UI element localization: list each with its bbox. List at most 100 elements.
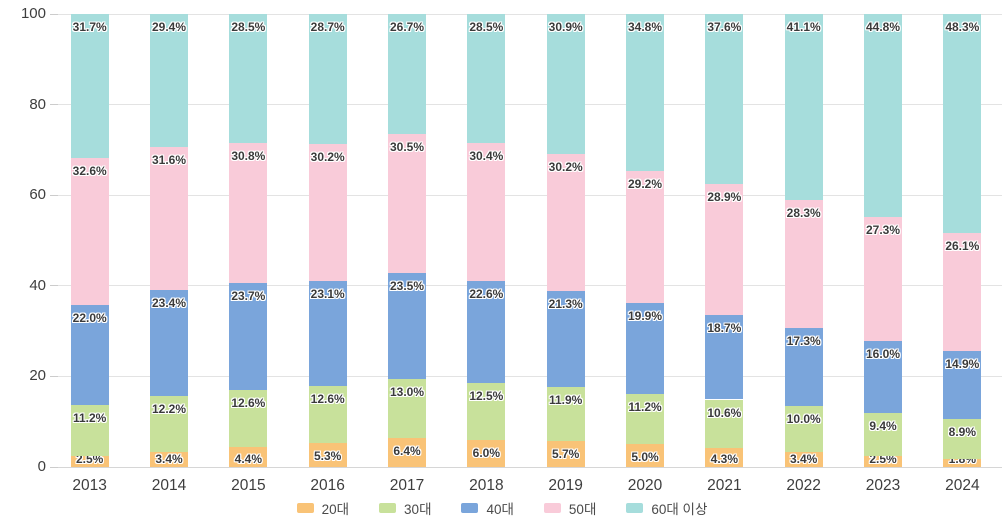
bar-segment[interactable] xyxy=(467,439,506,467)
bar-segment[interactable] xyxy=(864,455,902,467)
gridline xyxy=(58,13,1002,15)
bar-segment[interactable] xyxy=(546,441,585,467)
x-axis-label: 2014 xyxy=(151,477,187,494)
legend: 20대 30대 40대 50대 60대 이상 xyxy=(0,498,1004,518)
bar-segment[interactable] xyxy=(626,171,664,304)
bar-segment[interactable] xyxy=(388,379,426,438)
bar-segment[interactable] xyxy=(467,143,506,281)
bar-segment[interactable] xyxy=(229,447,268,467)
legend-item[interactable]: 30대 xyxy=(379,498,431,518)
bar-segment[interactable] xyxy=(943,351,982,419)
legend-item[interactable]: 60대 이상 xyxy=(626,498,707,518)
bar-segment[interactable] xyxy=(705,183,744,315)
value-label: 29.2% xyxy=(627,177,663,192)
bar-segment[interactable] xyxy=(388,13,426,135)
value-label: 6.4% xyxy=(393,444,421,458)
value-label: 23.7% xyxy=(231,288,266,303)
value-label: 8.9% xyxy=(948,424,977,439)
value-label: 4.3% xyxy=(710,452,739,466)
bar-segment[interactable] xyxy=(864,216,902,341)
bar-segment[interactable] xyxy=(150,451,188,467)
bar-segment[interactable] xyxy=(388,438,426,467)
bar-segment[interactable] xyxy=(229,389,268,448)
legend-label: 20대 xyxy=(321,502,350,517)
bar-segment[interactable] xyxy=(943,418,982,459)
bar-segment[interactable] xyxy=(467,383,506,440)
legend-item[interactable]: 40대 xyxy=(461,498,514,518)
bar-segment[interactable] xyxy=(308,442,347,467)
bar-segment[interactable] xyxy=(784,13,823,200)
bar-segment[interactable] xyxy=(546,153,585,291)
gridline xyxy=(58,466,1002,468)
bar-segment[interactable] xyxy=(864,14,902,217)
bar-segment[interactable] xyxy=(388,134,426,273)
value-label: 11.2% xyxy=(628,399,662,414)
bar-segment[interactable] xyxy=(546,387,585,442)
value-label: 3.4% xyxy=(789,452,818,466)
bar-segment[interactable] xyxy=(943,232,982,352)
value-label: 22.0% xyxy=(72,311,107,326)
bar-segment[interactable] xyxy=(229,282,268,390)
bar-segment[interactable] xyxy=(784,406,823,452)
bar-segment[interactable] xyxy=(70,404,109,456)
gridline xyxy=(58,104,1002,106)
bar-segment[interactable] xyxy=(70,157,109,306)
bar-segment[interactable] xyxy=(150,396,188,452)
value-label: 5.7% xyxy=(551,447,580,462)
value-label: 13.0% xyxy=(389,385,425,400)
bar-segment[interactable] xyxy=(864,340,902,414)
value-label: 23.4% xyxy=(151,296,187,311)
y-axis-tick xyxy=(50,375,58,377)
bar-segment[interactable] xyxy=(705,13,744,184)
bar-segment[interactable] xyxy=(308,14,347,145)
x-axis-label: 2018 xyxy=(469,477,504,494)
value-label: 18.7% xyxy=(707,320,742,335)
bar-segment[interactable] xyxy=(626,393,664,445)
bar-segment[interactable] xyxy=(546,14,585,154)
y-axis-tick-label: 60 xyxy=(29,186,46,204)
bar-segment[interactable] xyxy=(705,447,744,467)
bar-segment[interactable] xyxy=(70,305,109,405)
bar-segment[interactable] xyxy=(388,272,426,380)
legend-swatch xyxy=(543,503,561,513)
bar-segment[interactable] xyxy=(308,281,347,386)
bar-segment[interactable] xyxy=(626,444,664,467)
y-axis-tick-label: 80 xyxy=(29,95,46,113)
bar-segment[interactable] xyxy=(150,290,188,397)
y-axis-tick-label: 20 xyxy=(29,367,46,385)
value-label: 4.4% xyxy=(234,452,263,466)
value-label: 23.1% xyxy=(310,287,345,302)
bar-segment[interactable] xyxy=(229,14,268,144)
value-label: 41.1% xyxy=(786,19,821,34)
legend-swatch xyxy=(296,503,314,513)
bar-segment[interactable] xyxy=(943,14,982,233)
bar-segment[interactable] xyxy=(943,458,982,467)
legend-item[interactable]: 50대 xyxy=(543,498,597,518)
bar-segment[interactable] xyxy=(784,199,823,328)
bar-segment[interactable] xyxy=(467,280,506,384)
bar-segment[interactable] xyxy=(626,13,664,172)
x-axis-label: 2013 xyxy=(72,477,107,494)
bar-segment[interactable] xyxy=(150,147,188,291)
gridline xyxy=(58,375,1002,377)
bar-segment[interactable] xyxy=(70,455,109,467)
value-label: 30.8% xyxy=(231,149,266,164)
bar-segment[interactable] xyxy=(705,399,744,448)
bar-segment[interactable] xyxy=(864,413,902,456)
bar-segment[interactable] xyxy=(150,14,188,148)
legend-label: 50대 xyxy=(568,502,597,517)
value-label: 12.6% xyxy=(231,395,266,410)
bar-segment[interactable] xyxy=(626,303,664,394)
legend-item[interactable]: 20대 xyxy=(296,498,350,518)
bar-segment[interactable] xyxy=(70,14,109,158)
bar-segment[interactable] xyxy=(784,327,823,407)
bar-segment[interactable] xyxy=(784,451,823,467)
bar-segment[interactable] xyxy=(546,290,585,388)
value-label: 16.0% xyxy=(865,346,901,361)
bar-segment[interactable] xyxy=(308,144,347,282)
bar-segment[interactable] xyxy=(308,385,347,443)
bar-segment[interactable] xyxy=(229,143,268,283)
bar-segment[interactable] xyxy=(705,314,744,400)
bar-segment[interactable] xyxy=(467,14,506,144)
x-axis-label: 2016 xyxy=(310,477,345,494)
